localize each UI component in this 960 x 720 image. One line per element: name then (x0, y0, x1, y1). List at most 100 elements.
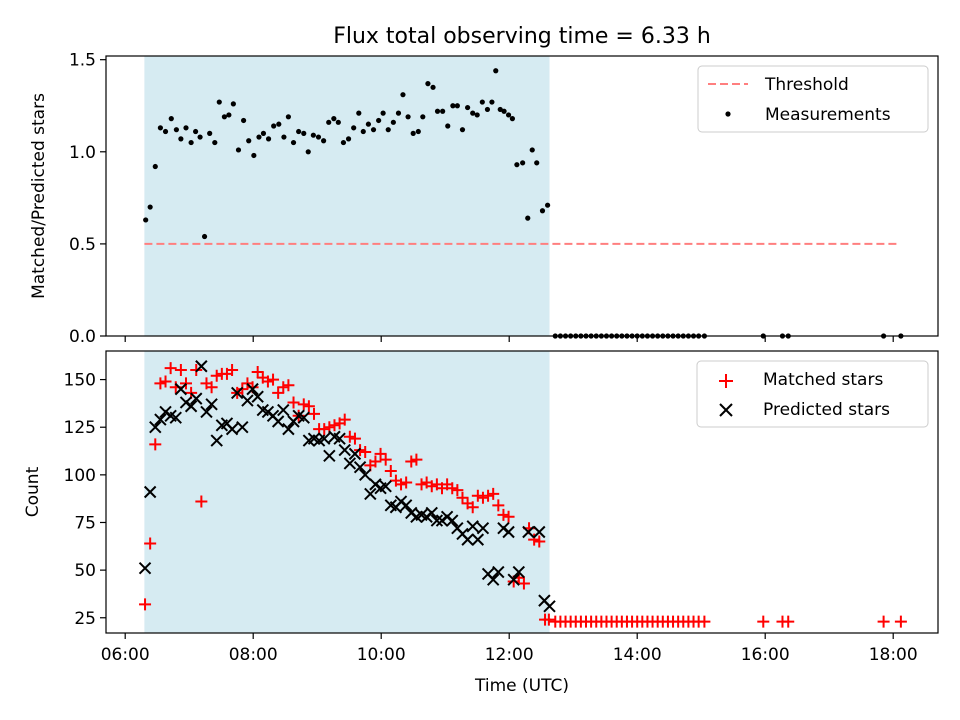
matched-star-point (251, 365, 264, 378)
matched-star-point (318, 423, 331, 436)
measurement-point (509, 116, 515, 122)
predicted-star-point (210, 434, 223, 447)
matched-star-point (476, 491, 489, 504)
predicted-star-point (425, 506, 438, 520)
matched-star-point (533, 535, 546, 548)
matched-star-point (400, 476, 413, 489)
predicted-legend-swatch (719, 403, 733, 417)
measurement-point (235, 147, 242, 153)
bottom-y-axis: 25 50 75 100 125 150 (64, 371, 106, 629)
measurement-point (450, 103, 456, 109)
predicted-star-point (533, 525, 546, 539)
measurement-point (226, 112, 232, 118)
measurement-point (183, 125, 189, 131)
measurement-point (212, 139, 218, 146)
predicted-star-point (297, 411, 310, 424)
measurement-point (520, 160, 526, 166)
measurement-point (434, 108, 441, 114)
measurement-point (425, 81, 431, 87)
measurement-point (534, 160, 540, 166)
predicted-star-point (169, 411, 182, 424)
measurement-point (489, 99, 495, 105)
matched-star-point (517, 577, 530, 590)
measurements-legend-label: Measurements (765, 105, 891, 125)
matched-star-point (757, 615, 770, 628)
matched-star-point (415, 478, 428, 491)
matched-star-point (379, 453, 392, 466)
top-panel: 0.0 0.5 1.0 1.5 Matched/Predicted stars Thr… (29, 51, 939, 347)
measurement-point (168, 116, 174, 122)
matched-star-point (497, 508, 510, 521)
matched-star-point (297, 398, 310, 411)
measurement-point (400, 92, 406, 98)
measurement-point (260, 130, 267, 136)
measurement-point (207, 130, 213, 136)
predicted-star-point (461, 533, 474, 546)
measurement-point (360, 128, 366, 135)
measurement-point (188, 139, 194, 146)
chart-title: Flux total observing time = 6.33 h (333, 24, 711, 49)
predicted-star-point (149, 421, 162, 434)
bottom-x-ticks: 06:00 08:00 10:00 12:00 14:00 16:00 18:00 (101, 633, 918, 665)
matched-star-point (154, 377, 167, 390)
matched-star-point (482, 489, 495, 502)
xtick-label: 16:00 (741, 645, 790, 665)
matched-star-point (456, 491, 469, 504)
matched-star-point (277, 381, 290, 394)
measurement-point (147, 204, 153, 210)
bottom-y-label: Count (23, 466, 43, 517)
matched-star-point (405, 455, 418, 468)
bottom-ytick-label: 25 (74, 609, 96, 629)
matched-star-point (782, 615, 795, 628)
measurement-point (445, 123, 451, 129)
matched-legend-swatch (719, 374, 733, 388)
predicted-stars-points (138, 360, 556, 613)
bottom-ytick-label: 50 (74, 561, 96, 581)
predicted-star-point (492, 565, 505, 579)
measurement-point (193, 128, 199, 135)
matched-star-point (384, 465, 397, 478)
top-ytick-label: 0.5 (69, 235, 96, 255)
predicted-star-point (190, 392, 203, 405)
predicted-star-point (512, 565, 526, 579)
matched-star-point (164, 362, 177, 375)
measurement-point (454, 103, 460, 109)
matched-star-point (272, 386, 285, 399)
measurement-point (271, 123, 277, 129)
matched-star-point (174, 364, 187, 377)
measurement-point (479, 99, 485, 105)
measurement-point (281, 134, 287, 140)
measurement-point (459, 127, 466, 133)
predicted-star-point (205, 398, 218, 411)
measurement-point (385, 127, 391, 133)
measurement-point (370, 127, 377, 133)
predicted-star-point (379, 480, 392, 493)
predicted-star-point (246, 382, 259, 396)
matched-star-point (369, 455, 382, 468)
matched-star-point (502, 510, 515, 523)
matched-star-point (282, 379, 295, 392)
xtick-label: 10:00 (357, 645, 406, 665)
matched-star-point (466, 501, 479, 514)
matched-star-point (348, 432, 361, 445)
measurement-point (395, 110, 402, 116)
measurement-point (230, 101, 236, 107)
predicted-star-point (195, 360, 208, 373)
bottom-ytick-label: 75 (74, 513, 96, 533)
measurement-point (545, 202, 551, 208)
matched-star-point (287, 396, 300, 409)
matched-star-point (528, 533, 541, 546)
measurement-point (276, 121, 282, 127)
measurement-point (285, 114, 291, 120)
measurements-legend-swatch (725, 111, 731, 117)
matched-star-point (492, 499, 505, 512)
matched-star-point (144, 537, 157, 550)
predicted-star-point (200, 405, 213, 419)
matched-star-point (308, 407, 320, 420)
matched-star-point (159, 375, 172, 388)
bottom-axes-frame (105, 350, 939, 634)
measurement-point (326, 119, 332, 125)
measurement-point (162, 128, 169, 135)
measurement-point (356, 110, 362, 116)
xtick-label: 06:00 (101, 645, 150, 665)
